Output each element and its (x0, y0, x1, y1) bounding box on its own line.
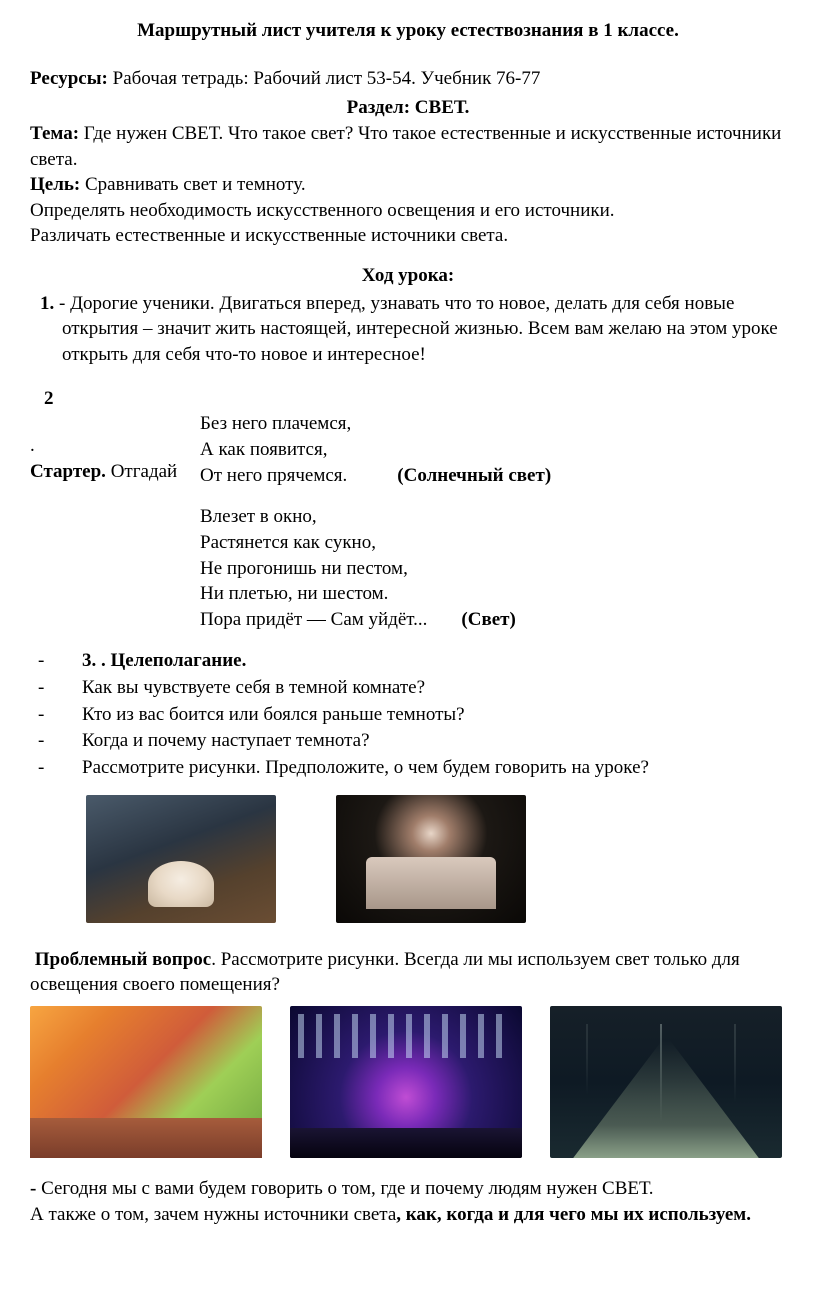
section-label: Раздел: (347, 97, 415, 118)
image-street (550, 1006, 782, 1158)
riddle1-l3: От него прячемся. (200, 465, 347, 486)
topic-text: Где нужен СВЕТ. Что такое свет? Что тако… (30, 123, 781, 170)
riddle2-l1: Влезет в окно, (200, 504, 786, 530)
riddle2-l3: Не прогонишь ни пестом, (200, 556, 786, 582)
resources-label: Ресурсы: (30, 68, 108, 89)
riddle2-l2: Растянется как сукно, (200, 530, 786, 556)
item-1-text: - Дорогие ученики. Двигаться вперед, узн… (54, 293, 777, 365)
image-row-2 (30, 1006, 786, 1158)
item-3-head: 3. . Целеполагание. (82, 650, 246, 671)
riddle1-l2: А как появится, (200, 437, 786, 463)
goal-extra-2: Различать естественные и искусственные и… (30, 223, 786, 249)
bullet-1: Как вы чувствуете себя в темной комнате? (30, 675, 786, 701)
bullet-3: Когда и почему наступает темнота? (30, 728, 786, 754)
riddle1-answer: (Солнечный свет) (397, 463, 551, 489)
riddle2-answer: (Свет) (461, 607, 515, 633)
closing-l2a: А также о том, зачем нужны источники све… (30, 1204, 396, 1225)
bullet-4: Рассмотрите рисунки. Предположите, о чем… (30, 755, 786, 781)
resources-text: Рабочая тетрадь: Рабочий лист 53-54. Уче… (108, 68, 541, 89)
riddle1-l3-row: От него прячемся. (Солнечный свет) (200, 463, 786, 489)
item-2-dot: . (30, 435, 35, 456)
section-value: СВЕТ. (415, 97, 470, 118)
closing-l2b: , как, когда и для чего мы их используем… (396, 1204, 751, 1225)
starter-block: . Стартер. Отгадай Без него плачемся, А … (30, 411, 786, 488)
topic-line: Тема: Где нужен СВЕТ. Что такое свет? Чт… (30, 121, 786, 172)
closing-2: А также о том, зачем нужны источники све… (30, 1202, 786, 1228)
image-stage (290, 1006, 522, 1158)
goal-text: Сравнивать свет и темноту. (80, 174, 305, 195)
starter-rest: Отгадай (106, 461, 177, 482)
image-child-dark-1 (86, 795, 276, 923)
goal-line: Цель: Сравнивать свет и темноту. (30, 172, 786, 198)
bullet-2: Кто из вас боится или боялся раньше темн… (30, 702, 786, 728)
starter-label: . Стартер. Отгадай (30, 433, 177, 484)
riddle2-l5: Пора придёт — Сам уйдёт... (200, 609, 427, 630)
goal-setting-list: 3. . Целеполагание. Как вы чувствуете се… (30, 648, 786, 780)
riddle2-l4: Ни плетью, ни шестом. (200, 581, 786, 607)
item-3-head-row: 3. . Целеполагание. (30, 648, 786, 674)
item-1-num: 1. (40, 293, 54, 314)
closing-l1: Сегодня мы с вами будем говорить о том, … (41, 1178, 653, 1199)
image-row-1 (86, 795, 786, 923)
riddle1-l1: Без него плачемся, (200, 411, 786, 437)
problem-label: Проблемный вопрос (35, 949, 211, 970)
starter-bold: Стартер. (30, 461, 106, 482)
image-room (30, 1006, 262, 1158)
closing-1: - Сегодня мы с вами будем говорить о том… (30, 1176, 786, 1202)
image-child-dark-2 (336, 795, 526, 923)
goal-label: Цель: (30, 174, 80, 195)
section-line: Раздел: СВЕТ. (30, 95, 786, 121)
resources-line: Ресурсы: Рабочая тетрадь: Рабочий лист 5… (30, 66, 786, 92)
item-2-num: 2 (44, 386, 786, 412)
riddle2-l5-row: Пора придёт — Сам уйдёт... (Свет) (200, 607, 786, 633)
lesson-head: Ход урока: (30, 263, 786, 289)
page-title: Маршрутный лист учителя к уроку естество… (30, 18, 786, 44)
riddle-1: Без него плачемся, А как появится, От не… (200, 411, 786, 488)
goal-extra-1: Определять необходимость искусственного … (30, 198, 786, 224)
closing-dash: - (30, 1178, 41, 1199)
item-1: 1. - Дорогие ученики. Двигаться вперед, … (30, 291, 786, 368)
riddle-2: Влезет в окно, Растянется как сукно, Не … (200, 504, 786, 632)
problem-question: Проблемный вопрос. Рассмотрите рисунки. … (30, 947, 786, 998)
topic-label: Тема: (30, 123, 79, 144)
